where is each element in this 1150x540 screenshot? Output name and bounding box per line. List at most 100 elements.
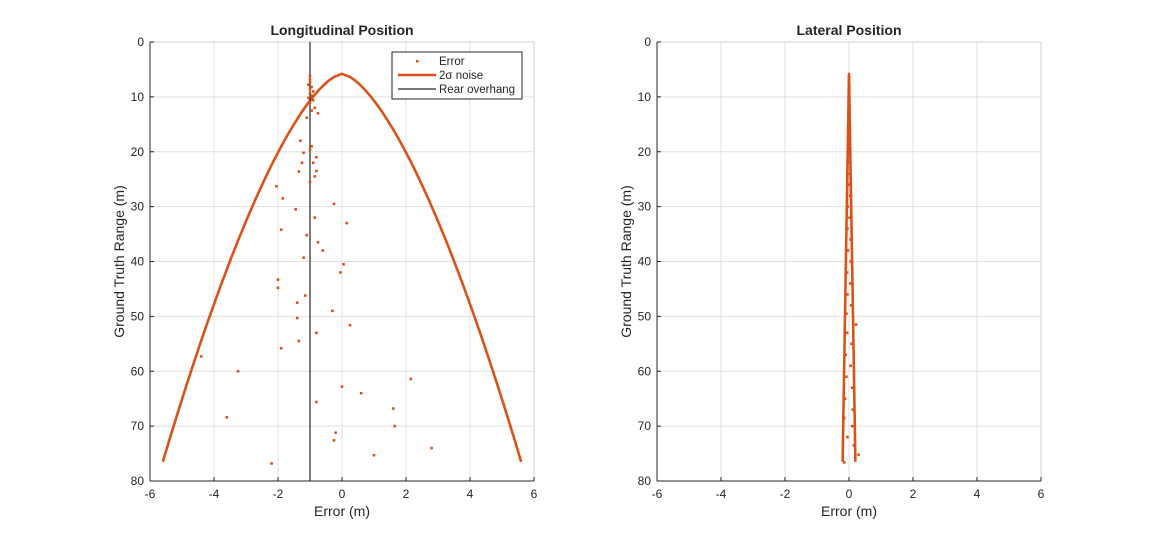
error-point xyxy=(310,94,313,98)
error-point xyxy=(854,323,858,326)
error-point xyxy=(846,293,849,296)
error-point xyxy=(331,309,334,313)
error-point xyxy=(305,233,309,237)
error-point xyxy=(308,92,312,95)
error-point xyxy=(311,98,315,102)
error-point xyxy=(308,87,312,91)
y-tick-label: 0 xyxy=(137,35,144,49)
error-point xyxy=(846,227,849,230)
error-point xyxy=(270,462,273,465)
error-point xyxy=(302,256,305,259)
error-point xyxy=(848,139,851,143)
y-tick-label: 10 xyxy=(638,90,652,104)
error-point xyxy=(315,331,318,335)
error-point xyxy=(305,116,309,120)
error-point xyxy=(847,117,851,121)
y-tick-label: 40 xyxy=(131,255,145,269)
error-point xyxy=(297,339,301,343)
error-point xyxy=(308,74,312,78)
error-point xyxy=(847,95,850,99)
x-tick-label: 6 xyxy=(531,487,538,501)
x-tick-label: -4 xyxy=(716,487,727,501)
y-tick-label: 80 xyxy=(131,474,145,488)
error-point xyxy=(308,101,312,104)
error-point xyxy=(311,90,315,93)
error-point xyxy=(308,78,312,81)
error-point xyxy=(199,355,203,358)
error-point xyxy=(276,278,280,281)
error-point xyxy=(359,391,363,395)
error-point xyxy=(313,216,317,219)
error-point xyxy=(332,439,336,442)
y-tick-label: 0 xyxy=(644,35,651,49)
error-point xyxy=(315,169,318,173)
x-tick-label: 0 xyxy=(339,487,346,501)
y-tick-label: 80 xyxy=(638,474,652,488)
error-point xyxy=(321,249,325,252)
legend-label: 2σ noise xyxy=(439,70,483,82)
error-point xyxy=(315,155,318,159)
error-point xyxy=(308,80,312,84)
error-point xyxy=(310,109,313,112)
error-point xyxy=(307,83,310,87)
error-point xyxy=(281,197,285,200)
y-tick-label: 50 xyxy=(131,309,145,323)
error-point xyxy=(393,424,397,428)
error-point xyxy=(305,103,309,107)
error-point xyxy=(409,377,413,381)
error-point xyxy=(857,453,860,456)
x-tick-label: 6 xyxy=(1038,487,1045,501)
error-point xyxy=(279,346,283,350)
legend-label: Error xyxy=(439,56,465,68)
x-axis-label: Error (m) xyxy=(821,503,877,519)
longitudinal-position-plot: -6 -4 -2 0 2 4 601020304050607080Longitudinal … xyxy=(111,22,538,519)
error-point xyxy=(848,84,851,88)
error-point xyxy=(295,301,299,304)
error-point xyxy=(311,161,315,165)
y-tick-label: 50 xyxy=(638,309,652,323)
error-point xyxy=(332,202,336,206)
error-point xyxy=(848,282,852,285)
error-point xyxy=(851,408,855,411)
two-sigma-noise-line xyxy=(841,72,857,462)
error-point xyxy=(295,316,299,320)
error-point xyxy=(340,385,344,388)
error-point xyxy=(846,161,850,165)
error-point xyxy=(316,112,320,115)
y-tick-label: 40 xyxy=(638,255,652,269)
error-point xyxy=(372,453,376,457)
plot-title: Lateral Position xyxy=(796,22,901,38)
y-tick-label: 30 xyxy=(638,200,652,214)
error-point xyxy=(848,106,851,110)
error-point xyxy=(299,139,302,143)
error-point xyxy=(844,353,848,357)
error-point xyxy=(236,369,240,373)
x-tick-label: 2 xyxy=(910,487,917,501)
error-point xyxy=(430,446,433,450)
error-point xyxy=(294,208,297,211)
error-point xyxy=(302,151,305,155)
error-point xyxy=(316,240,320,244)
x-tick-label: 4 xyxy=(467,487,474,501)
error-point xyxy=(850,342,853,346)
error-point xyxy=(847,128,850,132)
error-point xyxy=(847,183,850,186)
legend-marker-error xyxy=(416,60,419,63)
error-point xyxy=(850,386,854,390)
error-point xyxy=(845,375,848,379)
error-point xyxy=(845,331,849,335)
error-point xyxy=(846,249,850,252)
error-point xyxy=(845,312,848,315)
error-point xyxy=(297,170,301,173)
x-tick-label: -6 xyxy=(652,487,663,501)
x-tick-label: 4 xyxy=(974,487,981,501)
error-point xyxy=(313,175,317,178)
error-point xyxy=(849,260,853,263)
error-point xyxy=(315,400,318,404)
error-point xyxy=(391,407,395,410)
error-point xyxy=(847,76,851,79)
error-point xyxy=(848,216,851,219)
x-tick-label: -6 xyxy=(145,487,156,501)
error-point xyxy=(842,461,846,464)
